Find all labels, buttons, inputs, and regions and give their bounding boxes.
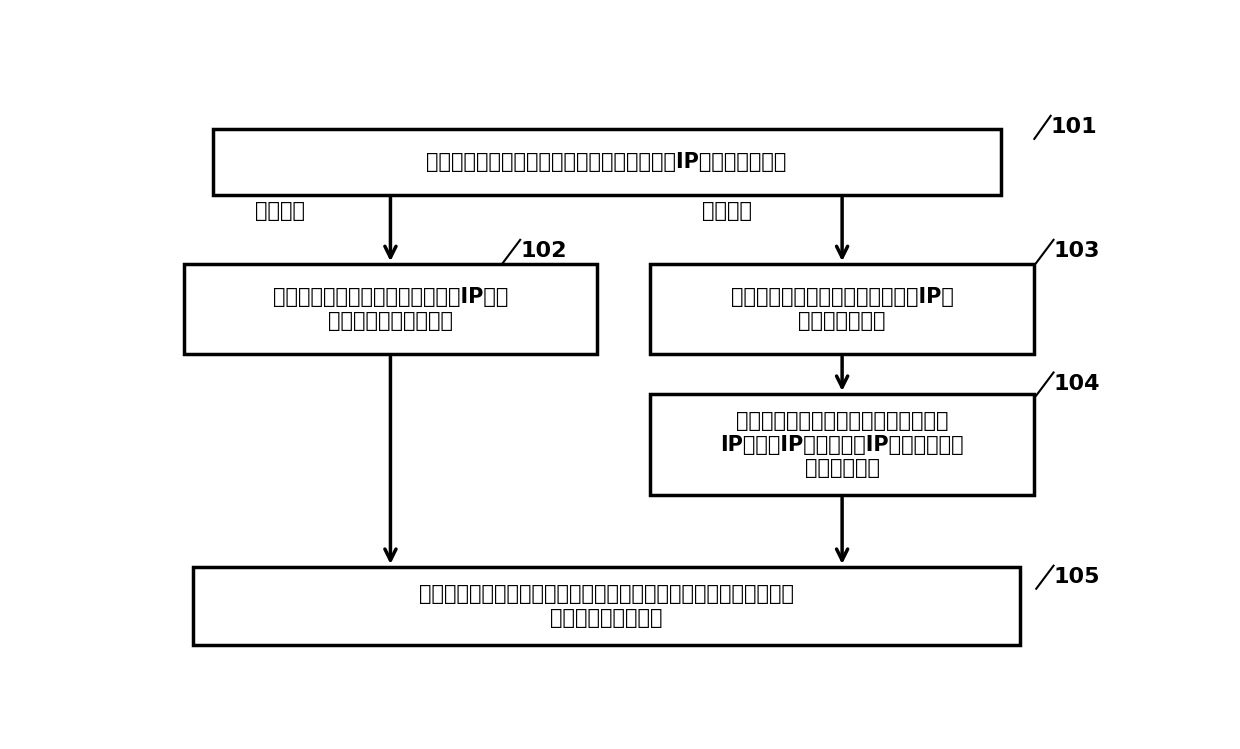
Bar: [650, 394, 1034, 495]
Text: 102: 102: [521, 241, 567, 261]
Text: 101: 101: [1050, 118, 1097, 137]
Bar: [193, 567, 1019, 645]
Bar: [650, 264, 1034, 354]
Text: 直连网络: 直连网络: [255, 201, 305, 221]
Text: 104: 104: [1054, 374, 1100, 394]
Text: 105: 105: [1054, 567, 1100, 587]
Text: 网络拓扑自动发现代理模块对目的IP地址
进行请求立即应答探测: 网络拓扑自动发现代理模块对目的IP地址 进行请求立即应答探测: [273, 288, 508, 330]
Text: 网络拓扑自动发现代理模块获取网间互连协议IP报文的网络类型: 网络拓扑自动发现代理模块获取网间互连协议IP报文的网络类型: [427, 152, 787, 172]
Text: 网络拓扑自动发现代理模块对目的IP地
址进行路由探测: 网络拓扑自动发现代理模块对目的IP地 址进行路由探测: [730, 288, 954, 330]
Text: 网络拓扑自动发现代理模块向网络拓扑发现分析服务器上报第一探测
结果或第二探测结果: 网络拓扑自动发现代理模块向网络拓扑发现分析服务器上报第一探测 结果或第二探测结果: [419, 584, 794, 628]
Text: 网络拓扑自动发现代理模块对路由器的
IP地址、IP报文的目的IP地址进行请求
立即应答探测: 网络拓扑自动发现代理模块对路由器的 IP地址、IP报文的目的IP地址进行请求 立…: [720, 411, 963, 478]
Bar: [184, 264, 596, 354]
Text: 路由网络: 路由网络: [702, 201, 751, 221]
Bar: [213, 129, 1001, 195]
Text: 103: 103: [1054, 241, 1100, 261]
